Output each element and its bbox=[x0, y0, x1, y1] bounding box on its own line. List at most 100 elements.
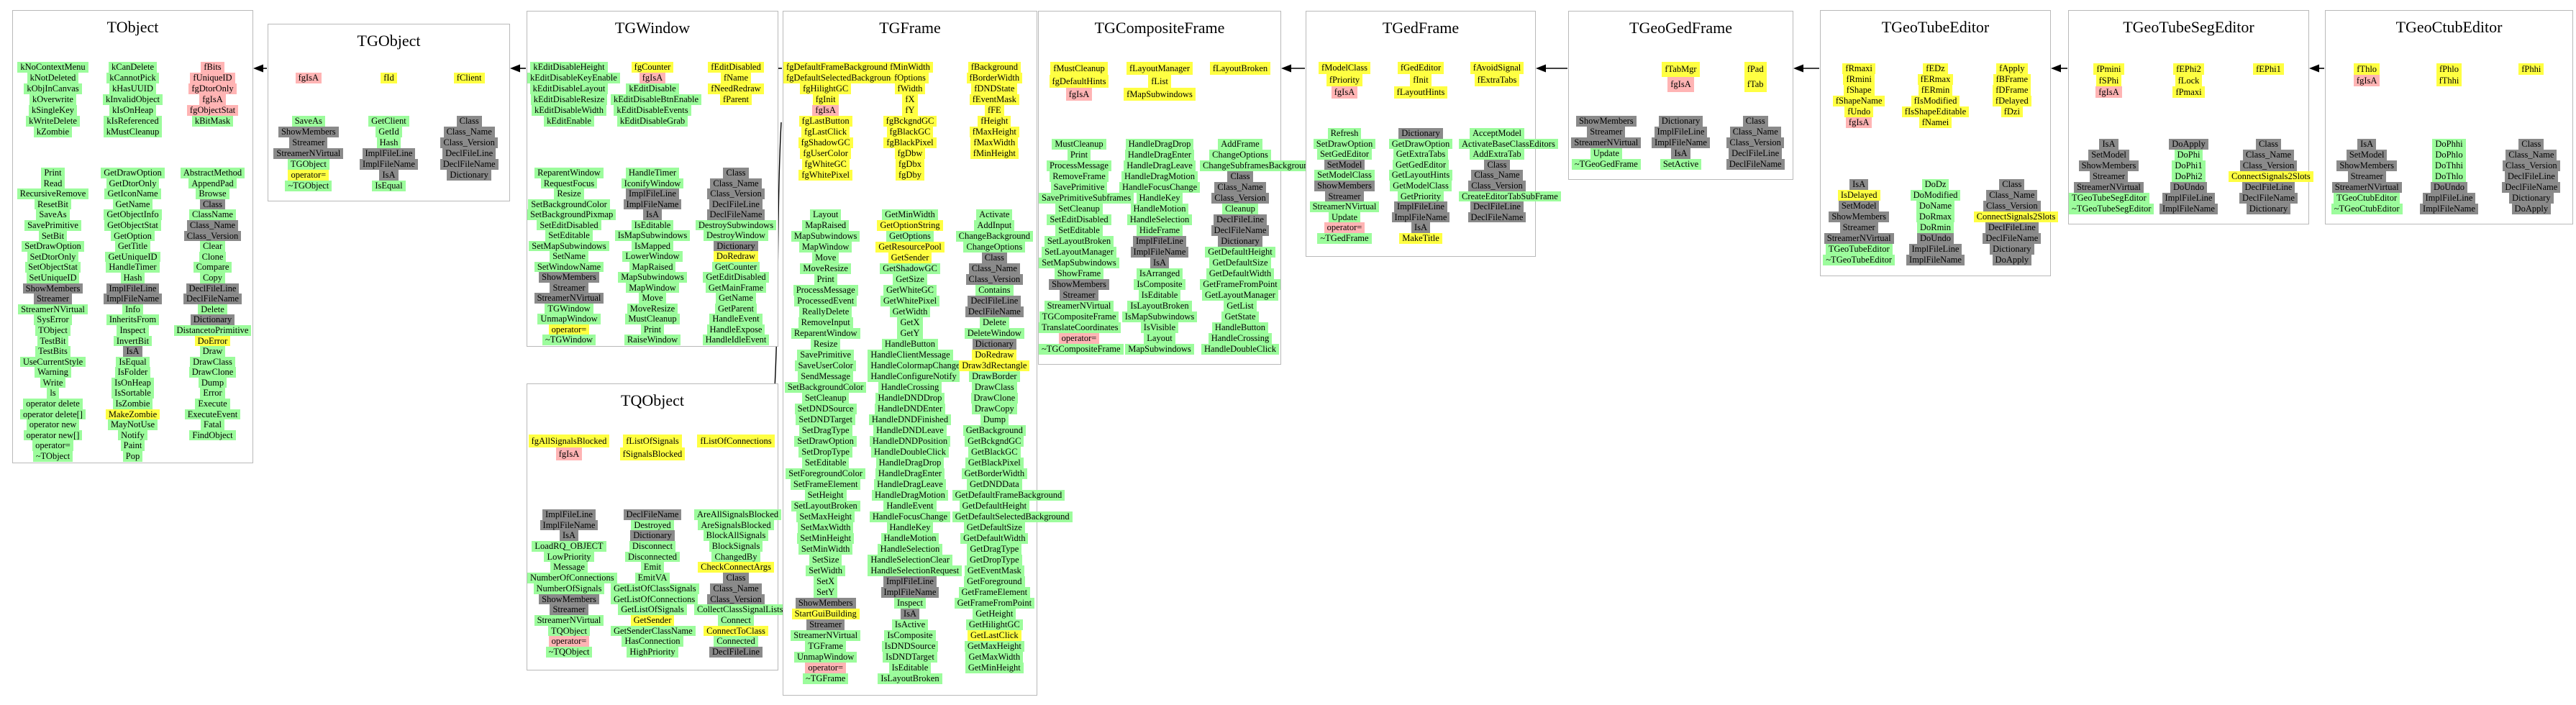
method-cell: ImplFileLine bbox=[1908, 244, 1962, 255]
data-member-cell: fListOfConnections bbox=[697, 435, 775, 447]
method-cell: ~TGeoCtubEditor bbox=[2331, 204, 2403, 214]
data-member-column: fListOfSignals fSignalsBlocked bbox=[611, 435, 694, 460]
data-member-cell: fgDby bbox=[896, 170, 924, 181]
method-cell: GetDefaultSize bbox=[963, 522, 1025, 533]
method-cell: SetLayoutBroken bbox=[791, 501, 860, 511]
data-member-cell: fgIsA bbox=[1331, 86, 1358, 99]
data-member-cell: fNamei bbox=[1919, 117, 1952, 128]
method-cell: SetBackgroundPixmap bbox=[527, 209, 616, 220]
method-cell: GetIconName bbox=[104, 188, 161, 199]
method-column: DoDz DoModified DoName DoRmax DoRmin DoUndo Im… bbox=[1897, 179, 1973, 265]
method-cell: HandleClientMessage bbox=[868, 350, 953, 360]
data-member-cell: kIsOnHeap bbox=[109, 105, 156, 116]
method-cell: DoName bbox=[1916, 201, 1955, 212]
method-cell: GetParent bbox=[715, 303, 757, 314]
data-member-cell: fgIsA bbox=[2353, 75, 2380, 86]
data-member-cell: kEditDisableLayout bbox=[529, 83, 609, 94]
method-cell: IsEqual bbox=[372, 181, 406, 191]
method-cell: HandleDNDEnter bbox=[874, 404, 946, 414]
method-cell: DeclFileLine bbox=[709, 199, 763, 209]
method-column: AreAllSignalsBlocked AreSignalsBlocked Blo… bbox=[694, 509, 786, 658]
method-cell: SavePrimitive bbox=[24, 219, 81, 231]
method-cell: Class_Name bbox=[710, 583, 762, 594]
data-member-cell: fFE bbox=[984, 105, 1004, 116]
class-title: TGeoCtubEditor bbox=[2395, 18, 2503, 36]
method-cell: NumberOfSignals bbox=[533, 583, 605, 594]
data-member-column: fMustCleanup fgDefaultHints fgIsA bbox=[1039, 62, 1119, 101]
data-member-column: kCanDelete kCannotPick kHasUUID kInvalidObj… bbox=[93, 62, 173, 137]
method-cell: IsEditable bbox=[631, 219, 674, 230]
method-cell: SavePrimitiveSubframes bbox=[1039, 193, 1134, 204]
method-cell: HandleKey bbox=[886, 522, 934, 533]
method-cell: AreAllSignalsBlocked bbox=[694, 509, 782, 520]
method-cell: SetMaxWidth bbox=[797, 522, 854, 533]
method-cell: MapRaised bbox=[802, 220, 850, 231]
method-cell: HandleEvent bbox=[709, 314, 763, 324]
data-member-cell: fShapeName bbox=[1832, 96, 1885, 106]
method-cell: ~TGObject bbox=[285, 181, 332, 191]
method-cell: SetX bbox=[814, 576, 838, 587]
method-cell: MakeZombie bbox=[105, 409, 160, 420]
method-cell: SetMinHeight bbox=[797, 533, 855, 544]
method-cell: StreamerNVirtual bbox=[1571, 137, 1642, 148]
data-member-column: fModelClass fPriority fgIsA bbox=[1306, 62, 1383, 99]
method-cell: AcceptModel bbox=[1469, 128, 1525, 139]
method-cell: IsFolder bbox=[114, 367, 151, 378]
class-box-tgobject: TGObject fgIsA fId fClient SaveAs ShowMembers… bbox=[268, 24, 510, 201]
method-column: Class Class_Name Class_Version DeclFileLine… bbox=[694, 168, 778, 345]
method-cell: DeclFileLine bbox=[186, 283, 240, 294]
inheritance-arrow bbox=[1281, 64, 1305, 73]
data-member-column: fTabMgr fgIsA bbox=[1644, 62, 1719, 92]
method-cell: ChangeOptions bbox=[963, 242, 1026, 253]
method-cell: Streamer bbox=[289, 137, 328, 148]
method-cell: DeclFileName bbox=[2239, 193, 2298, 204]
method-cell: Class_Version bbox=[1726, 137, 1784, 148]
data-member-cell: kEditDisable bbox=[626, 83, 679, 94]
method-cell: DoPhi bbox=[2174, 150, 2203, 160]
method-cell: IsA bbox=[900, 609, 920, 619]
method-cell: SetBackgroundColor bbox=[784, 382, 867, 393]
method-cell: SetActive bbox=[1660, 159, 1702, 170]
method-cell: Warning bbox=[35, 367, 71, 378]
method-cell: DestroySubwindows bbox=[695, 219, 777, 230]
data-member-column: fGedEditor fInit fLayoutHints bbox=[1383, 62, 1459, 99]
data-member-cell: kObjInCanvas bbox=[24, 83, 82, 94]
method-cell: TGWindow bbox=[545, 303, 593, 314]
method-cell: HandleButton bbox=[1211, 322, 1269, 333]
data-member-cell: fgIsA bbox=[1845, 117, 1872, 128]
method-column: Dictionary GetDrawOption GetExtraTabs GetGe… bbox=[1383, 128, 1459, 244]
method-cell: Dictionary bbox=[1658, 116, 1703, 127]
data-member-column: fRmaxi fRmini fShape fShapeName fUndo fgIsA bbox=[1821, 63, 1897, 128]
method-cell: Class_Name bbox=[1986, 190, 2038, 201]
method-cell: Class_Version bbox=[183, 230, 242, 242]
method-cell: DoPhi1 bbox=[2172, 160, 2206, 171]
method-cell: SetDNDTarget bbox=[796, 414, 855, 425]
method-cell: Hash bbox=[120, 272, 145, 283]
data-member-cell: kEditDisableHeight bbox=[530, 62, 608, 73]
data-member-cell: fgIsA bbox=[812, 105, 839, 116]
method-cell: SetObjectStat bbox=[25, 262, 81, 273]
method-cell: HandleDragEnter bbox=[1124, 150, 1195, 160]
data-member-column: fApply fBFrame fDFrame fDelayed fDzi bbox=[1974, 63, 2050, 117]
data-member-cell: fgBckgndGC bbox=[883, 116, 937, 127]
method-cell: ImplFileName bbox=[2159, 204, 2218, 214]
method-cell: ImplFileLine bbox=[883, 576, 937, 587]
method-cell: DrawClass bbox=[190, 356, 235, 368]
method-column: ImplFileLine ImplFileName IsA LoadRQ_OBJECT… bbox=[527, 509, 617, 658]
method-cell: BlockAllSignals bbox=[703, 530, 769, 542]
class-title: TGCompositeFrame bbox=[1094, 19, 1225, 37]
method-cell: HandleDragDrop bbox=[875, 458, 945, 468]
data-member-cell: fAvoidSignal bbox=[1470, 62, 1524, 74]
method-cell: Class_Version bbox=[707, 188, 765, 199]
method-cell: operator= bbox=[288, 170, 329, 181]
method-cell: ShowMembers bbox=[539, 593, 599, 605]
method-column: Refresh SetDrawOption SetGedEditor SetModel… bbox=[1306, 128, 1383, 244]
method-cell: DeclFileName bbox=[1726, 159, 1785, 170]
method-cell: Fatal bbox=[201, 419, 224, 430]
method-cell: MakeTitle bbox=[1399, 232, 1442, 244]
method-cell: SetBackgroundColor bbox=[528, 199, 610, 209]
method-cell: MapSubwindows bbox=[1125, 344, 1194, 355]
method-cell: Cleanup bbox=[1222, 204, 1258, 214]
method-cell: HandleCrossing bbox=[878, 382, 942, 393]
method-cell: GetObjectInfo bbox=[104, 209, 162, 220]
